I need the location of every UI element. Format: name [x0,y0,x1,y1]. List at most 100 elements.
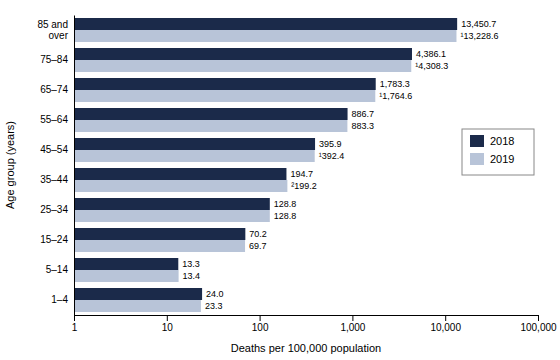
data-label: 1,783.3 [380,79,410,89]
tick: 15–24 [40,234,74,245]
data-label: 128.8 [274,211,297,221]
tick-label: 45–54 [40,144,68,155]
bar [74,78,376,90]
bar [74,180,287,192]
legend-frame [462,129,534,175]
data-label: 128.8 [274,199,297,209]
x-axis: 1 10 100 1,000 10,000 100,000 [72,315,557,333]
axis-line [75,316,539,322]
bar [74,90,375,102]
data-label: 13.3 [182,259,200,269]
bar [74,270,179,282]
bar [74,30,456,42]
bar [74,120,347,132]
tick-label: 15–24 [40,234,68,245]
tick-label: 5–14 [46,264,69,275]
bar [74,240,245,252]
bar [74,48,412,60]
tick-mark [352,315,353,321]
tick: 35–44 [40,174,74,185]
series [74,18,457,300]
tick: 10 [162,315,174,333]
tick: 25–34 [40,204,74,215]
tick-mark [74,315,75,321]
tick-label: 55–64 [40,114,68,125]
bar [74,300,201,312]
tick-label: 100 [252,322,269,333]
chart: 24.0 13.3 70.2 128.8 194.7 395.9 886.7 1,783.3 4… [0,0,560,360]
legend-item: 2019 [470,153,514,165]
tick: 5–14 [46,264,74,275]
bar [74,60,411,72]
tick-mark [538,315,539,321]
tick: 1–4 [51,294,74,305]
axis-line [74,16,75,316]
tick-label: 85 andover [37,19,68,41]
tick-label: 35–44 [40,174,68,185]
tick: 55–64 [40,114,74,125]
x-axis-title: Deaths per 100,000 population [231,342,381,354]
data-label: ²199.2 [291,181,317,191]
tick-label: 1,000 [340,322,365,333]
data-label: 13.4 [183,271,201,281]
tick-label: 100,000 [520,322,557,333]
data-label: 24.0 [206,289,224,299]
legend: 2018 2019 [462,129,534,175]
plot: 24.0 13.3 70.2 128.8 194.7 395.9 886.7 1,783.3 4… [37,16,557,334]
tick-mark [260,315,261,321]
bar [74,228,245,240]
tick: 100,000 [520,315,557,333]
data-labels: 24.0 13.3 70.2 128.8 194.7 395.9 886.7 1,783.3 4… [182,19,498,311]
bar [74,288,202,300]
data-label: 395.9 [319,139,342,149]
y-axis: 1–4 5–14 15–24 25–34 35–44 45–54 55–64 65–74 75–… [37,16,74,316]
data-label: ¹13,228.6 [460,31,498,41]
data-label: ¹4,308.3 [415,61,448,71]
bars [74,18,457,312]
tick-label: 25–34 [40,204,68,215]
data-label: 23.3 [205,301,223,311]
legend-label: 2018 [490,135,514,147]
tick-mark [167,315,168,321]
tick: 45–54 [40,144,74,155]
tick: 85 andover [37,19,74,41]
tick: 75–84 [40,54,74,65]
tick-label: 10,000 [430,322,461,333]
data-label: ¹1,764.6 [379,91,412,101]
tick: 1 [72,315,78,333]
series [74,30,456,312]
legend-swatch [470,153,484,165]
tick-label: 1–4 [51,294,68,305]
data-label: 883.3 [351,121,374,131]
bar [74,108,348,120]
tick: 1,000 [340,315,365,333]
legend-label: 2019 [490,153,514,165]
data-label: 13,450.7 [461,19,496,29]
tick-label-line: over [49,30,69,41]
tick-label-line: 85 and [37,19,68,30]
data-label: 886.7 [352,109,375,119]
bar [74,168,286,180]
tick-label: 75–84 [40,54,68,65]
bar [74,150,315,162]
y-axis-title: Age group (years) [4,121,16,209]
tick: 100 [252,315,269,333]
tick-label: 1 [72,322,78,333]
legend-swatch [470,135,484,147]
bar [74,258,178,270]
data-label: 4,386.1 [416,49,446,59]
bar [74,138,315,150]
data-label: ¹392.4 [319,151,345,161]
tick: 10,000 [430,315,461,333]
tick-mark [445,315,446,321]
bar [74,210,270,222]
data-label: 194.7 [290,169,313,179]
bar [74,18,457,30]
bar [74,198,270,210]
legend-item: 2018 [470,135,514,147]
tick: 65–74 [40,84,74,95]
data-label: 70.2 [249,229,267,239]
tick-label: 65–74 [40,84,68,95]
data-label: 69.7 [249,241,267,251]
tick-label: 10 [162,322,174,333]
